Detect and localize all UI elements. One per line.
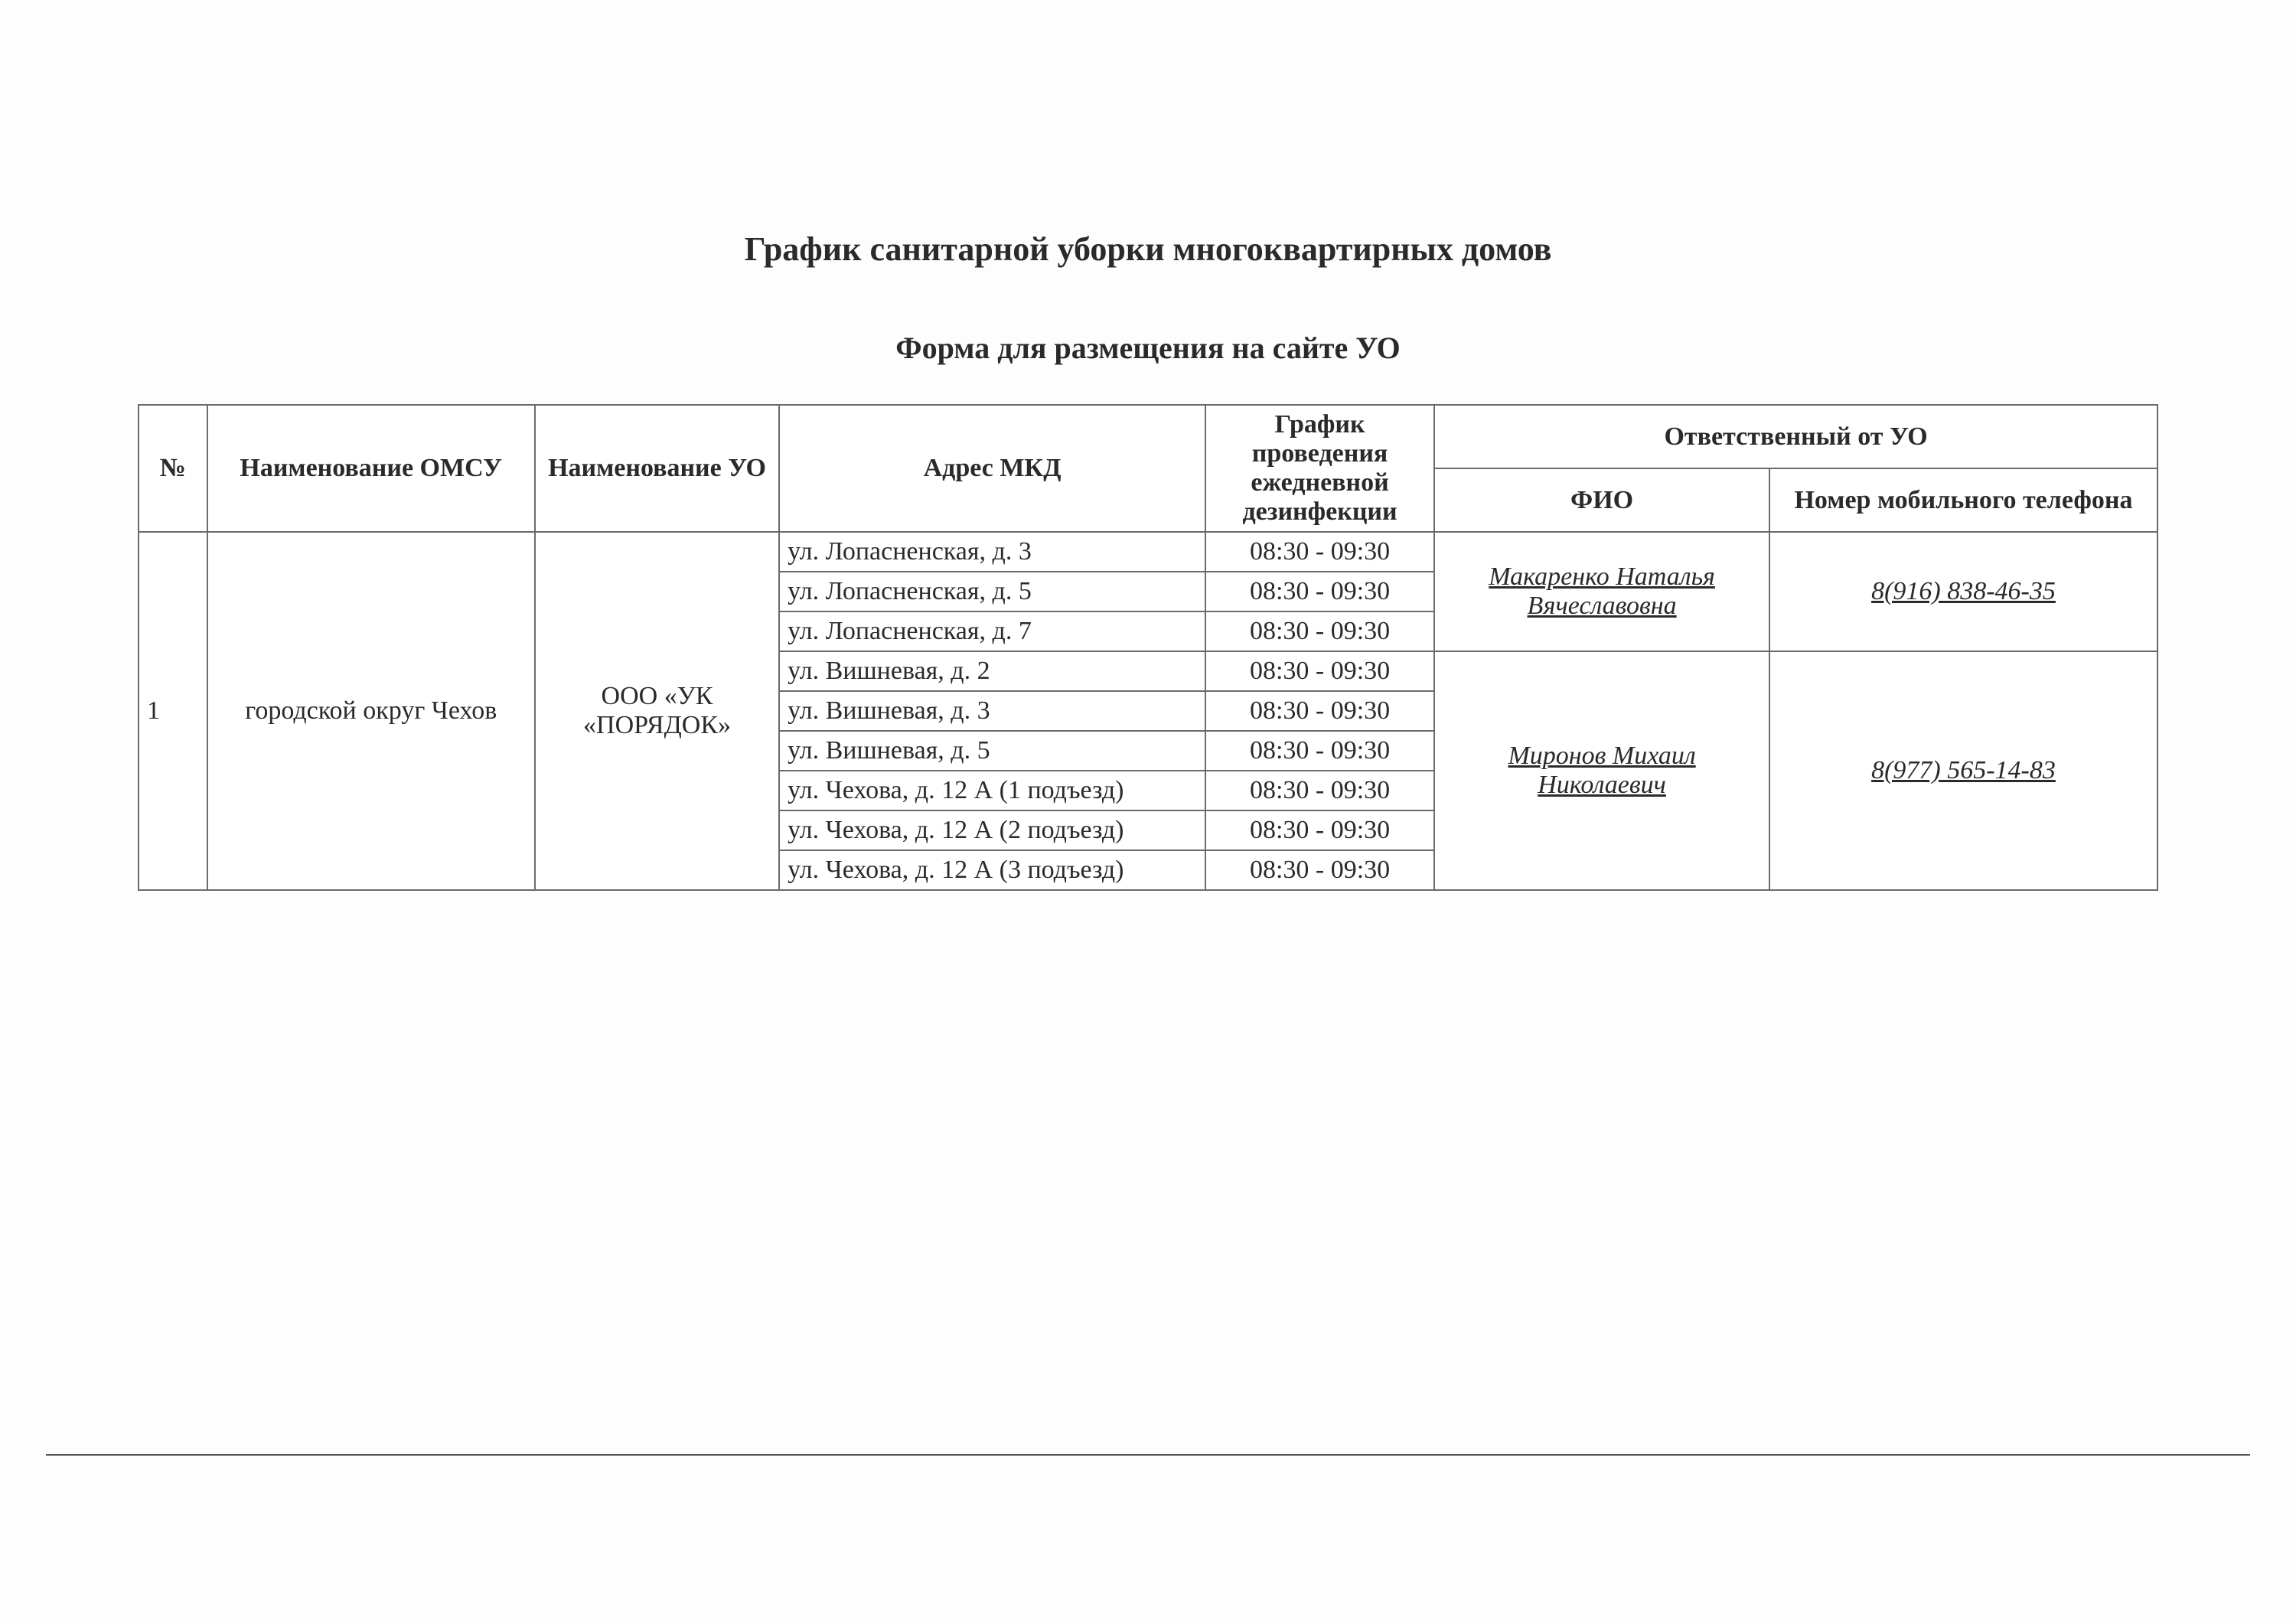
col-header-phone: Номер мобильного телефона [1769, 468, 2157, 532]
cell-schedule: 08:30 - 09:30 [1205, 731, 1434, 771]
col-header-num: № [139, 405, 207, 532]
table-header: № Наименование ОМСУ Наименование УО Адре… [139, 405, 2157, 532]
cell-address: ул. Лопасненская, д. 3 [779, 532, 1205, 572]
cell-schedule: 08:30 - 09:30 [1205, 611, 1434, 651]
cell-schedule: 08:30 - 09:30 [1205, 532, 1434, 572]
cell-address: ул. Лопасненская, д. 7 [779, 611, 1205, 651]
cell-schedule: 08:30 - 09:30 [1205, 810, 1434, 850]
cell-schedule: 08:30 - 09:30 [1205, 691, 1434, 731]
table-body: 1 городской округ Чехов ООО «УК «ПОРЯДОК… [139, 532, 2157, 890]
cell-schedule: 08:30 - 09:30 [1205, 572, 1434, 611]
cell-address: ул. Чехова, д. 12 А (3 подъезд) [779, 850, 1205, 890]
col-header-omsu: Наименование ОМСУ [207, 405, 535, 532]
cell-row-number: 1 [139, 532, 207, 890]
col-header-address: Адрес МКД [779, 405, 1205, 532]
cell-schedule: 08:30 - 09:30 [1205, 771, 1434, 810]
cell-address: ул. Чехова, д. 12 А (1 подъезд) [779, 771, 1205, 810]
col-header-schedule: График проведения ежедневной дезинфекции [1205, 405, 1434, 532]
page-title: График санитарной уборки многоквартирных… [138, 230, 2158, 269]
col-header-uo: Наименование УО [535, 405, 779, 532]
footer-rule [46, 1454, 2250, 1456]
col-header-responsible-group: Ответственный от УО [1434, 405, 2157, 468]
cell-address: ул. Лопасненская, д. 5 [779, 572, 1205, 611]
cell-address: ул. Вишневая, д. 2 [779, 651, 1205, 691]
cell-schedule: 08:30 - 09:30 [1205, 651, 1434, 691]
page-subtitle: Форма для размещения на сайте УО [138, 330, 2158, 366]
cell-omsu: городской округ Чехов [207, 532, 535, 890]
col-header-fio: ФИО [1434, 468, 1769, 532]
schedule-table: № Наименование ОМСУ Наименование УО Адре… [138, 404, 2158, 891]
cell-address: ул. Чехова, д. 12 А (2 подъезд) [779, 810, 1205, 850]
cell-phone: 8(977) 565-14-83 [1769, 651, 2157, 890]
table-row: 1 городской округ Чехов ООО «УК «ПОРЯДОК… [139, 532, 2157, 572]
cell-address: ул. Вишневая, д. 3 [779, 691, 1205, 731]
cell-fio: Макаренко Наталья Вячеславовна [1434, 532, 1769, 651]
document-page: График санитарной уборки многоквартирных… [0, 0, 2296, 1624]
cell-schedule: 08:30 - 09:30 [1205, 850, 1434, 890]
cell-address: ул. Вишневая, д. 5 [779, 731, 1205, 771]
cell-phone: 8(916) 838-46-35 [1769, 532, 2157, 651]
cell-fio: Миронов Михаил Николаевич [1434, 651, 1769, 890]
cell-uo: ООО «УК «ПОРЯДОК» [535, 532, 779, 890]
